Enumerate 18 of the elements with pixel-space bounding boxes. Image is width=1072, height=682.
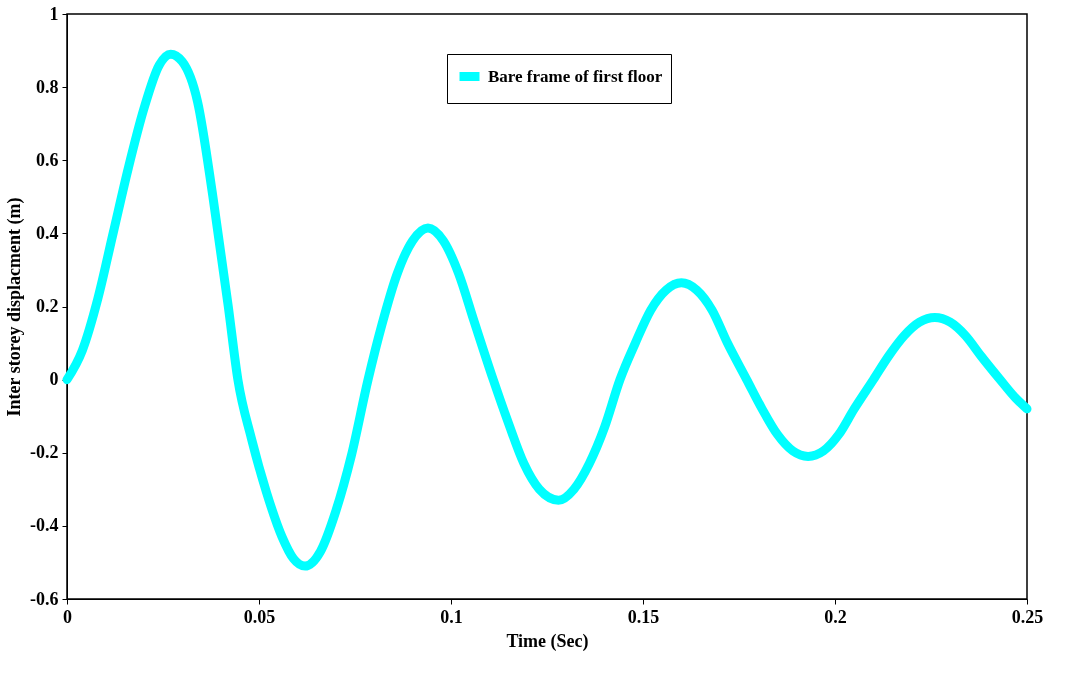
y-tick-label: 0.2 [36,296,59,316]
x-tick-label: 0.05 [243,606,276,627]
x-tick-label: 0.1 [440,606,463,627]
y-tick-label: -0.6 [30,588,59,609]
y-tick-label: 0.4 [36,222,59,243]
y-tick-label: -0.4 [30,515,59,536]
x-axis-title: Time (Sec) [506,630,589,652]
y-tick-label: -0.2 [30,442,59,463]
x-tick-label: 0.2 [824,606,847,627]
y-tick-label: 0.8 [36,76,59,97]
x-tick-label: 0.25 [1011,606,1044,627]
x-tick-label: 0.15 [627,606,660,627]
y-tick-label: 1 [49,3,59,24]
x-tick-label: 0 [63,606,72,627]
y-tick-label: 0.6 [36,149,59,170]
legend-label: Bare frame of first floor [488,66,663,86]
y-tick-label: 0 [49,369,59,390]
y-axis-title: Inter storey displacment (m) [4,197,26,417]
